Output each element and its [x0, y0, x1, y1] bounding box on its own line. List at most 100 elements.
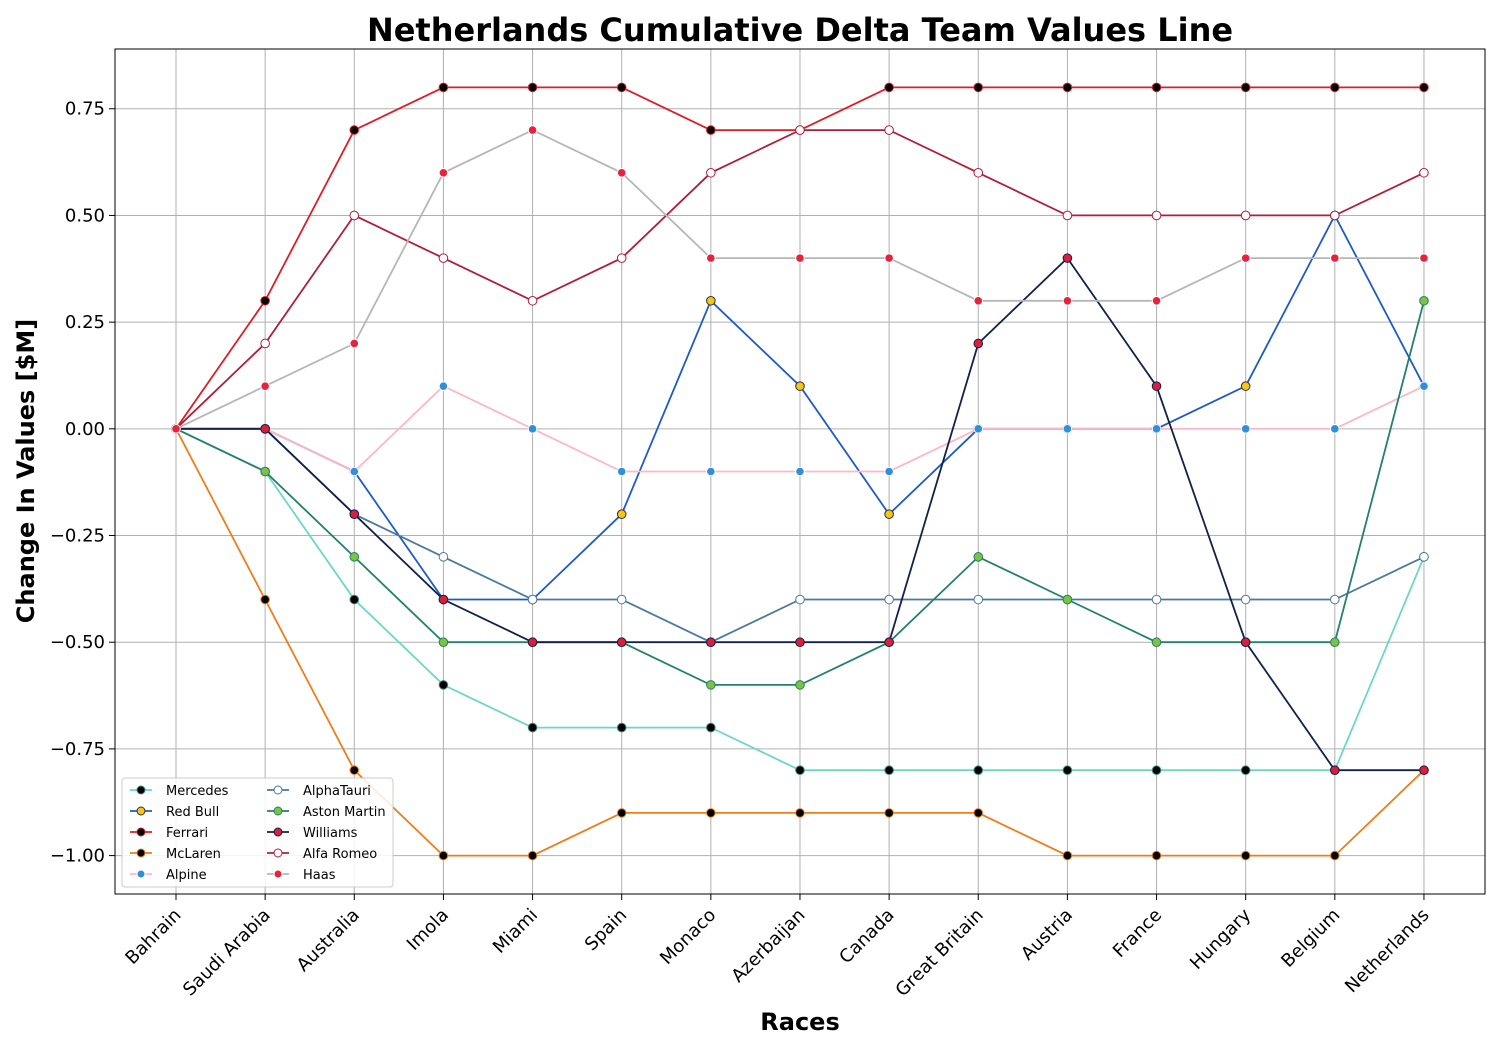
x-tick-label: Azerbaijan: [727, 905, 809, 987]
data-point-alfa-romeo: [973, 167, 984, 178]
data-point-williams: [527, 637, 538, 648]
data-point-ferrari: [1062, 82, 1073, 93]
data-point-mclaren: [884, 808, 894, 818]
data-point-alpine: [349, 466, 360, 477]
data-point-alphatauri: [1240, 594, 1251, 605]
legend: Mercedes Red Bull Ferrari McLaren Alpine Alph…: [121, 777, 394, 888]
data-point-aston-martin: [438, 637, 449, 648]
data-point-haas: [349, 338, 360, 349]
y-tick-label: −1.00: [50, 846, 105, 867]
y-tick-label: −0.25: [50, 526, 105, 547]
legend-swatch-marker: [136, 869, 146, 879]
data-point-aston-martin: [349, 552, 360, 562]
x-tick-label: Australia: [293, 905, 364, 976]
legend-label: McLaren: [166, 847, 221, 862]
data-point-ferrari: [973, 82, 984, 93]
data-point-williams: [1151, 381, 1162, 391]
data-point-haas: [616, 167, 627, 178]
data-point-haas: [1151, 295, 1162, 306]
data-point-alfa-romeo: [1419, 167, 1429, 178]
data-point-alfa-romeo: [884, 125, 894, 135]
x-tick-label: Belgium: [1277, 905, 1344, 972]
data-point-mercedes: [1240, 765, 1251, 776]
data-point-haas: [527, 125, 538, 135]
data-point-mercedes: [973, 765, 984, 776]
data-point-mclaren: [260, 594, 270, 605]
data-point-haas: [171, 424, 181, 434]
data-point-alphatauri: [1330, 594, 1340, 605]
data-point-alpine: [1419, 381, 1429, 391]
data-point-alpine: [438, 381, 449, 391]
x-tick-label: Imola: [403, 905, 453, 955]
data-point-williams: [616, 637, 627, 648]
data-point-ferrari: [1151, 82, 1162, 93]
data-point-aston-martin: [1419, 295, 1429, 306]
data-point-aston-martin: [706, 680, 716, 690]
data-point-alpine: [795, 466, 805, 477]
data-point-ferrari: [1419, 82, 1429, 93]
data-point-red-bull: [795, 381, 805, 391]
data-point-mercedes: [795, 765, 805, 776]
data-point-haas: [438, 167, 449, 178]
data-point-haas: [795, 253, 805, 263]
data-point-alfa-romeo: [1240, 210, 1251, 221]
data-point-alpine: [973, 424, 984, 434]
data-point-haas: [260, 381, 270, 391]
data-point-alpine: [1151, 424, 1162, 434]
data-point-ferrari: [260, 295, 270, 306]
data-point-alfa-romeo: [1062, 210, 1073, 221]
legend-swatch-marker: [273, 848, 283, 858]
data-point-alpine: [1330, 424, 1340, 434]
data-point-aston-martin: [973, 552, 984, 562]
data-point-alpine: [616, 466, 627, 477]
legend-box: [121, 777, 394, 888]
legend-label: Ferrari: [166, 826, 208, 841]
legend-label: Alfa Romeo: [303, 847, 377, 862]
data-point-mclaren: [527, 850, 538, 861]
x-tick-label: Bahrain: [121, 905, 185, 969]
data-point-williams: [438, 594, 449, 605]
y-tick-label: 0.00: [65, 419, 105, 440]
data-point-ferrari: [527, 82, 538, 93]
legend-swatch-marker: [136, 806, 146, 816]
legend-label: Williams: [303, 826, 358, 841]
data-point-red-bull: [616, 509, 627, 519]
legend-swatch-marker: [273, 785, 283, 795]
x-tick-label: Miami: [489, 905, 542, 958]
data-point-mclaren: [1151, 850, 1162, 861]
legend-swatch-marker: [136, 848, 146, 858]
chart-title: Netherlands Cumulative Delta Team Values…: [367, 11, 1233, 49]
data-point-red-bull: [884, 509, 894, 519]
legend-label: Mercedes: [166, 784, 229, 799]
data-point-williams: [795, 637, 805, 648]
data-point-alphatauri: [527, 594, 538, 605]
data-point-mercedes: [1062, 765, 1073, 776]
legend-swatch-marker: [273, 806, 283, 816]
legend-label: Red Bull: [166, 805, 219, 820]
data-point-red-bull: [706, 295, 716, 306]
data-point-haas: [884, 253, 894, 263]
data-point-haas: [706, 253, 716, 263]
y-tick-label: 0.50: [65, 205, 105, 226]
x-tick-label: Austria: [1017, 905, 1077, 965]
data-point-alfa-romeo: [616, 253, 627, 263]
data-point-haas: [1062, 295, 1073, 306]
x-tick-label: Netherlands: [1341, 905, 1433, 997]
data-point-mercedes: [616, 722, 627, 733]
data-point-williams: [1330, 765, 1340, 776]
x-tick-label: France: [1109, 905, 1166, 962]
data-point-ferrari: [349, 125, 360, 135]
data-point-mercedes: [884, 765, 894, 776]
legend-label: Alpine: [166, 868, 207, 883]
data-point-ferrari: [884, 82, 894, 93]
data-point-ferrari: [616, 82, 627, 93]
data-point-haas: [1330, 253, 1340, 263]
data-point-alpine: [1240, 424, 1251, 434]
data-point-williams: [1240, 637, 1251, 648]
data-point-alpine: [1062, 424, 1073, 434]
y-tick-label: 0.75: [65, 99, 105, 120]
data-point-alphatauri: [1419, 552, 1429, 562]
data-point-aston-martin: [795, 680, 805, 690]
legend-swatch-marker: [136, 827, 146, 837]
data-point-mercedes: [438, 680, 449, 690]
